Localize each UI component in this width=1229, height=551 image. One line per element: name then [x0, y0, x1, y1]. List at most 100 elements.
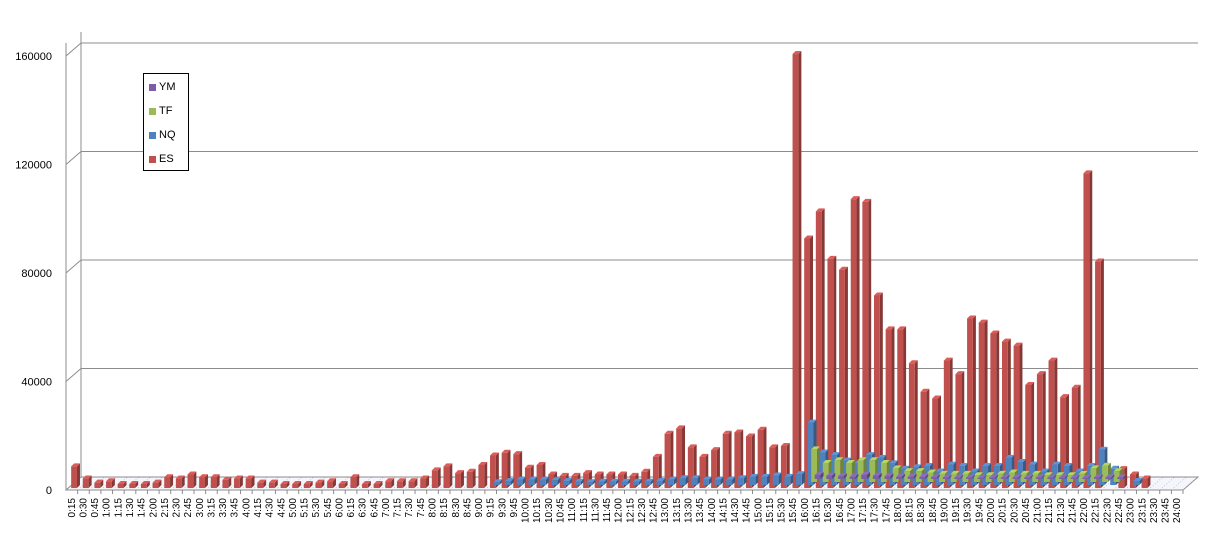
bar-es-900-side — [484, 461, 488, 489]
bar-nq-1730-top — [877, 454, 887, 458]
bar-es-1800-top — [897, 326, 907, 330]
bar-nq-1400-top — [714, 476, 724, 480]
x-tick-label: 1:45 — [137, 498, 148, 518]
bar-nq-1000-top — [528, 476, 538, 480]
legend-item-ym: YM — [149, 80, 176, 94]
bar-ym-1800-side — [913, 473, 917, 479]
bar-es-1915-side — [961, 371, 965, 489]
x-tick-label: 2:30 — [172, 498, 183, 518]
bar-es-2030 — [1013, 345, 1020, 489]
bar-tf-2230 — [1113, 471, 1120, 482]
bar-es-400 — [245, 478, 252, 489]
x-tick-label: 3:15 — [206, 498, 217, 518]
x-tick-label: 20:30 — [1009, 498, 1020, 523]
x-tick-label: 13:30 — [683, 498, 694, 523]
x-tick-label: 21:30 — [1056, 498, 1067, 523]
bar-es-1500 — [757, 429, 764, 489]
bar-es-1715-top — [862, 198, 872, 202]
bar-ym-2200-top — [1093, 474, 1103, 478]
bar-es-115-side — [123, 480, 127, 489]
bar-nq-1515-side — [778, 472, 782, 486]
floor-hatch — [1101, 476, 1117, 491]
x-tick-label: 10:45 — [556, 498, 567, 523]
bar-tf-1900-top — [950, 470, 960, 474]
bar-es-615-side — [356, 474, 360, 489]
bar-es-1430-top — [734, 429, 744, 433]
bar-es-1630-top — [827, 255, 837, 259]
bar-es-2115 — [1048, 360, 1055, 489]
bar-es-1315-top — [676, 425, 686, 429]
x-tick-label: 12:00 — [614, 498, 625, 523]
bar-tf-1745 — [892, 468, 899, 482]
bar-tf-2000-top — [997, 470, 1007, 474]
bar-ym-2000-side — [1006, 474, 1010, 479]
bar-es-100 — [106, 481, 112, 489]
bar-es-100-top — [106, 478, 115, 482]
bar-es-1300 — [664, 433, 671, 489]
bar-tf-2030 — [1020, 473, 1027, 482]
bar-es-930 — [501, 452, 508, 489]
bar-nq-2115-top — [1052, 461, 1061, 465]
x-tick-label: 10:00 — [521, 498, 532, 523]
bar-nq-1230 — [644, 481, 651, 486]
bar-es-1130-top — [594, 471, 604, 475]
bar-tf-1600-top — [811, 446, 821, 450]
bar-nq-1530-side — [790, 473, 794, 486]
bar-es-1245 — [652, 456, 659, 489]
x-tick-label: 7:00 — [381, 498, 392, 518]
bar-nq-1300 — [668, 479, 674, 486]
bar-nq-1415 — [726, 479, 733, 486]
x-tick-label: 6:30 — [358, 498, 369, 518]
bar-nq-1430-side — [743, 475, 747, 486]
bar-ym-2145-side — [1088, 474, 1092, 479]
bar-es-415-side — [263, 479, 267, 489]
bar-tf-2200-top — [1090, 465, 1100, 469]
bar-ym-1845-top — [942, 474, 952, 478]
bar-es-900-top — [478, 461, 488, 465]
bar-es-145-top — [140, 480, 150, 484]
bar-es-915-top — [490, 452, 499, 456]
bar-es-1815-side — [914, 360, 918, 489]
x-tick-label: 21:45 — [1067, 498, 1078, 523]
bar-es-2315-side — [1147, 475, 1151, 489]
x-tick-label: 23:45 — [1161, 498, 1172, 523]
bar-es-2100-side — [1042, 371, 1046, 489]
bar-ym-1830 — [931, 477, 937, 479]
bar-ym-1915-side — [971, 474, 975, 479]
x-tick-label: 5:15 — [300, 498, 311, 518]
x-tick-label: 7:30 — [404, 498, 415, 518]
bar-nq-1715 — [865, 455, 872, 486]
bar-es-200 — [152, 482, 159, 489]
bar-es-2145-side — [1077, 384, 1081, 489]
x-tick-label: 2:15 — [160, 498, 171, 518]
bar-nq-930-top — [505, 477, 514, 481]
gridline-side — [65, 151, 82, 165]
x-tick-label: 11:15 — [579, 498, 590, 523]
bar-es-1045 — [559, 475, 566, 489]
bar-es-1400-top — [711, 447, 720, 451]
bar-es-845 — [466, 471, 473, 489]
bar-es-045 — [94, 482, 101, 489]
bar-es-830-side — [460, 470, 464, 489]
x-tick-label: 18:30 — [916, 498, 927, 523]
bar-ym-1945-top — [989, 474, 999, 478]
bar-tf-2115-top — [1055, 472, 1065, 476]
bar-es-345-top — [234, 475, 243, 479]
bar-es-745-top — [420, 475, 430, 479]
bar-es-1545-top — [792, 51, 802, 55]
bar-ym-2200-side — [1099, 474, 1103, 479]
x-tick-label: 21:00 — [1033, 498, 1044, 523]
x-tick-label: 2:00 — [148, 498, 159, 518]
bar-es-2130 — [1060, 397, 1066, 489]
bar-es-2145 — [1071, 387, 1078, 489]
bar-es-230-side — [181, 475, 185, 489]
bar-nq-1945-top — [982, 463, 992, 467]
bar-es-1300-top — [664, 430, 674, 434]
bar-es-1945-top — [978, 319, 988, 323]
legend-item-es: ES — [149, 152, 174, 166]
bar-nq-2215 — [1098, 449, 1105, 486]
bar-nq-1715-top — [865, 452, 875, 456]
bar-es-2245-side — [1124, 466, 1128, 489]
legend-swatch-ym — [149, 83, 156, 91]
bar-tf-2000 — [997, 473, 1004, 482]
